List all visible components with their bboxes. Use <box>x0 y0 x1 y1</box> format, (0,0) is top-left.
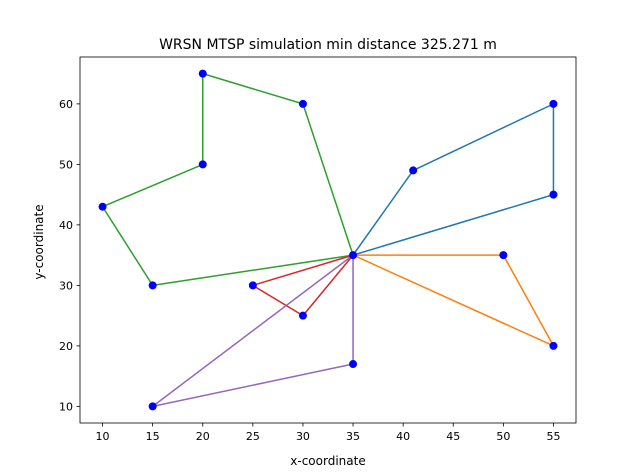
chart-title: WRSN MTSP simulation min distance 325.27… <box>159 37 497 53</box>
route-line-3 <box>101 72 354 287</box>
x-tick-label: 25 <box>246 430 260 443</box>
node-point-1 <box>198 69 207 78</box>
x-tick-label: 35 <box>346 430 360 443</box>
node-point-15 <box>148 402 157 411</box>
plot-area: 10 15 20 25 30 35 40 45 50 55 10 20 30 40 50 60 <box>59 56 577 443</box>
node-point-14 <box>349 360 358 369</box>
node-point-2 <box>298 99 307 108</box>
route-line-4 <box>252 254 354 317</box>
x-tick-label: 15 <box>146 430 160 443</box>
node-point-12 <box>298 311 307 320</box>
x-axis-label: x-coordinate <box>290 454 365 468</box>
y-tick-label: 10 <box>59 400 73 413</box>
node-point-11 <box>248 281 257 290</box>
y-tick-label: 50 <box>59 158 73 171</box>
y-tick-label: 60 <box>59 98 73 111</box>
x-tick-label: 50 <box>496 430 510 443</box>
x-tick-label: 30 <box>296 430 310 443</box>
node-point-8 <box>349 251 358 260</box>
node-point-9 <box>499 251 508 260</box>
x-tick-label: 10 <box>96 430 110 443</box>
route-line-5 <box>151 254 354 408</box>
node-point-7 <box>98 202 107 211</box>
x-tick-label: 40 <box>396 430 410 443</box>
plot-frame <box>79 56 577 424</box>
x-tick-label: 55 <box>546 430 560 443</box>
y-tick-label: 20 <box>59 340 73 353</box>
node-point-13 <box>549 341 558 350</box>
node-point-10 <box>148 281 157 290</box>
y-axis-label: y-coordinate <box>32 204 46 279</box>
y-tick-label: 30 <box>59 279 73 292</box>
node-point-5 <box>409 166 418 175</box>
route-line-1 <box>352 103 555 256</box>
x-tick-label: 20 <box>196 430 210 443</box>
y-tick-label: 40 <box>59 219 73 232</box>
node-point-4 <box>198 160 207 169</box>
node-point-3 <box>549 99 558 108</box>
x-tick-label: 45 <box>446 430 460 443</box>
node-point-6 <box>549 190 558 199</box>
route-line-2 <box>352 254 555 347</box>
